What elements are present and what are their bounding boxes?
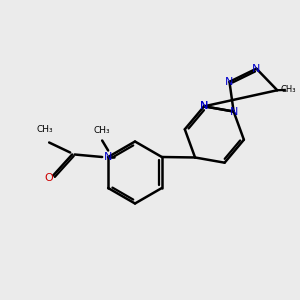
Text: N: N <box>200 101 208 111</box>
Text: CH₃: CH₃ <box>94 126 110 135</box>
Text: N: N <box>200 101 208 111</box>
Text: N: N <box>252 64 261 74</box>
Text: N: N <box>104 152 112 162</box>
Text: CH₃: CH₃ <box>280 85 296 94</box>
Text: N: N <box>225 77 234 87</box>
Text: CH₃: CH₃ <box>37 125 53 134</box>
Text: O: O <box>45 173 53 184</box>
Text: N: N <box>230 106 238 116</box>
